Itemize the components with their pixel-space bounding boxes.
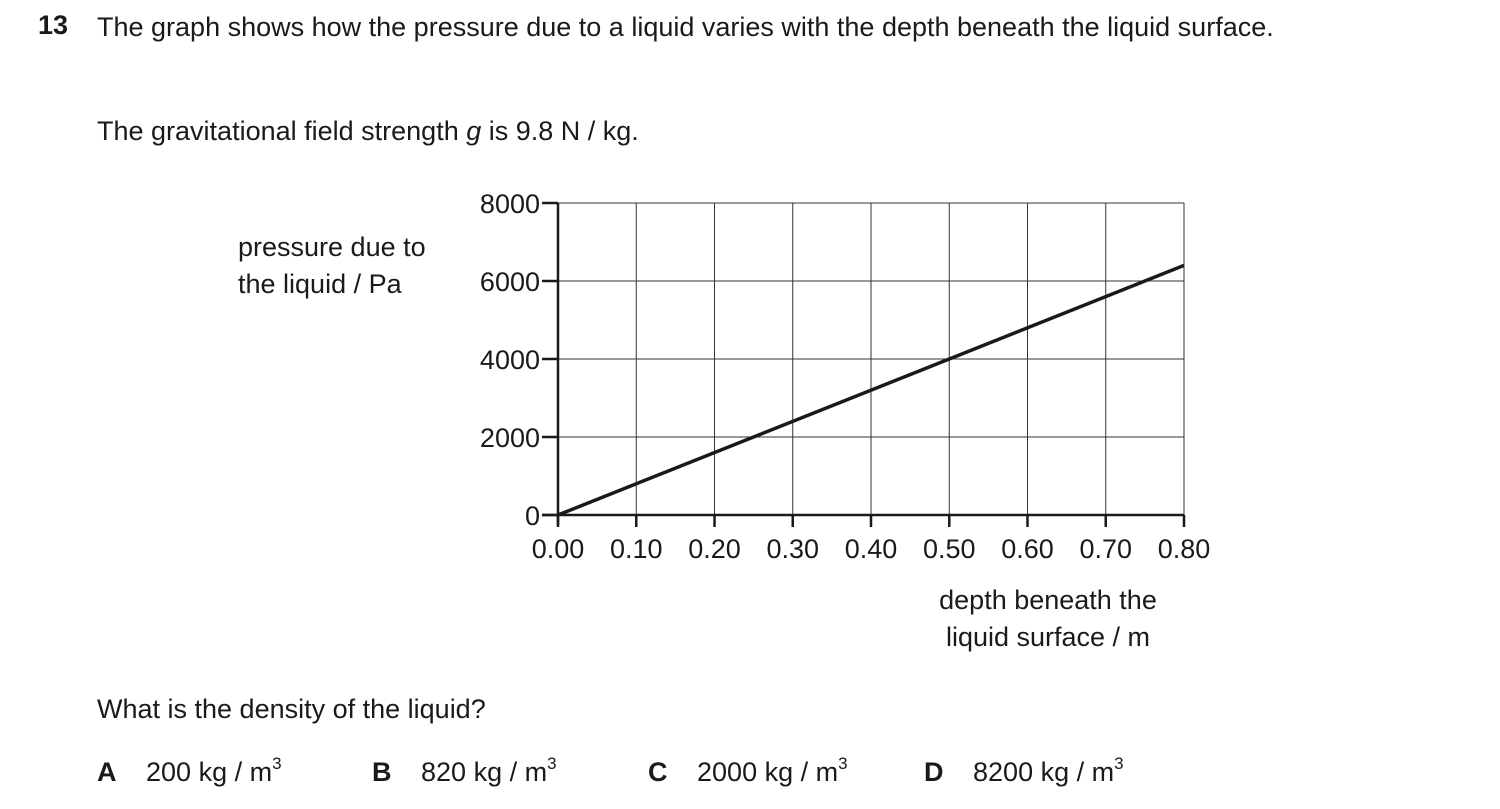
question-prompt: What is the density of the liquid?	[97, 694, 486, 724]
option-d-exponent: 3	[1114, 754, 1124, 773]
y-axis-label-line-1: pressure due to	[238, 232, 426, 262]
x-tick-label: 0.10	[610, 534, 663, 564]
data-series-line	[557, 263, 1185, 517]
option-d-value: 8200 kg / m	[973, 757, 1115, 787]
option-c[interactable]: C 2000 kg / m3	[648, 754, 848, 788]
option-c-exponent: 3	[838, 754, 848, 773]
y-tick-label: 4000	[480, 345, 540, 375]
gravity-prefix: The gravitational field strength	[97, 116, 467, 146]
x-tick-label: 0.80	[1158, 534, 1211, 564]
x-axis-label-line-1: depth beneath the	[939, 585, 1157, 615]
option-c-letter: C	[648, 757, 668, 787]
option-a-letter: A	[97, 757, 117, 787]
y-axis-label-line-2: the liquid / Pa	[238, 269, 402, 299]
gravity-suffix: is 9.8 N / kg.	[481, 116, 639, 146]
x-tick-label: 0.00	[532, 534, 585, 564]
y-tick-label: 0	[525, 501, 540, 531]
option-a[interactable]: A 200 kg / m3	[97, 754, 282, 788]
gravity-statement: The gravitational field strength g is 9.…	[97, 116, 639, 147]
option-b[interactable]: B 820 kg / m3	[372, 754, 557, 788]
x-axis-label-line-2: liquid surface / m	[945, 622, 1151, 652]
option-b-letter: B	[372, 757, 392, 787]
y-tick-label: 2000	[480, 423, 540, 453]
y-axis-label: pressure due to the liquid / Pa	[238, 229, 426, 303]
gravity-symbol: g	[466, 116, 482, 146]
y-tick-label: 8000	[480, 189, 540, 219]
question-number: 13	[38, 10, 69, 40]
option-a-value: 200 kg / m	[146, 757, 273, 787]
x-tick-label: 0.70	[1079, 534, 1132, 564]
x-axis-label: depth beneath the liquid surface / m	[880, 582, 1216, 656]
option-d[interactable]: D 8200 kg / m3	[924, 754, 1124, 788]
question-stem: The graph shows how the pressure due to …	[97, 12, 1274, 42]
y-tick-label: 6000	[480, 267, 540, 297]
x-tick-label: 0.50	[923, 534, 976, 564]
x-tick-label: 0.30	[766, 534, 819, 564]
option-c-value: 2000 kg / m	[697, 757, 839, 787]
option-a-exponent: 3	[272, 754, 282, 773]
x-tick-label: 0.20	[688, 534, 741, 564]
option-b-exponent: 3	[547, 754, 557, 773]
option-b-value: 820 kg / m	[421, 757, 548, 787]
x-tick-label: 0.40	[845, 534, 898, 564]
option-d-letter: D	[924, 757, 944, 787]
x-tick-label: 0.60	[1001, 534, 1054, 564]
